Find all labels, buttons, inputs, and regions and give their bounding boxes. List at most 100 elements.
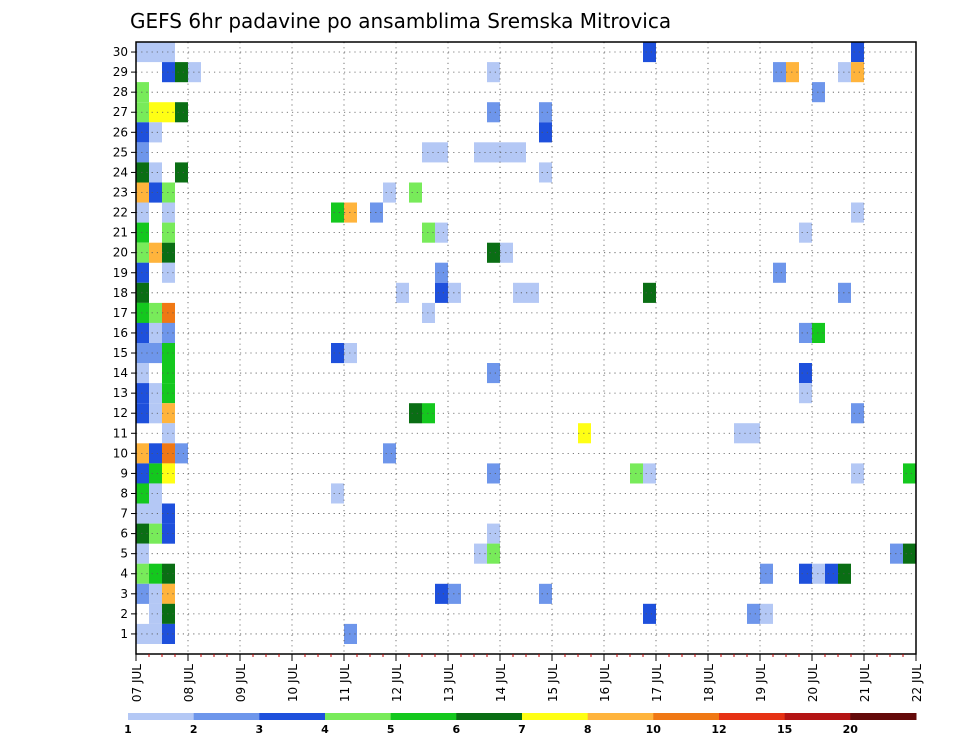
heatmap-cell [136,262,149,283]
heatmap-cell [539,122,552,143]
heatmap-cell [799,383,812,404]
x-tick-label: 20 JUL [806,664,820,702]
heatmap-cell [162,423,175,444]
heatmap-cell [799,563,812,584]
heatmap-cells [136,42,916,644]
x-tick-label: 17 JUL [650,664,664,702]
heatmap-cell [162,262,175,283]
y-tick-label: 30 [113,45,128,59]
heatmap-cell [162,222,175,243]
heatmap-cell [162,62,175,83]
heatmap-cell [526,282,539,303]
heatmap-cell [383,182,396,203]
heatmap-cell [175,62,188,83]
y-tick-label: 29 [113,65,128,79]
heatmap-cell [188,62,201,83]
heatmap-cell [162,182,175,203]
heatmap-cell [149,523,162,544]
heatmap-cell [487,523,500,544]
heatmap-cell [903,463,916,484]
heatmap-cell [162,322,175,343]
heatmap-cell [136,322,149,343]
heatmap-cell [838,62,851,83]
x-tick-label: 16 JUL [598,664,612,702]
heatmap-cell [162,403,175,424]
heatmap-cell [773,62,786,83]
y-tick-label: 3 [120,587,128,601]
heatmap-cell [331,343,344,364]
heatmap-cell [487,102,500,123]
heatmap-cell [136,42,149,63]
colorbar-swatch [325,713,392,720]
heatmap-cell [162,623,175,644]
heatmap-cell [435,222,448,243]
heatmap-cell [799,363,812,384]
heatmap-cell [734,423,747,444]
y-tick-label: 27 [113,105,128,119]
chart-title: GEFS 6hr padavine po ansamblima Sremska … [130,9,671,33]
heatmap-cell [149,102,162,123]
heatmap-cell [136,523,149,544]
heatmap-cell [149,302,162,323]
heatmap-cell [162,363,175,384]
y-tick-label: 7 [120,507,128,521]
colorbar-label: 7 [518,723,526,736]
heatmap-cell [747,423,760,444]
colorbar-swatch [456,713,523,720]
heatmap-cell [344,623,357,644]
heatmap-cell [838,563,851,584]
x-tick-label: 11 JUL [338,664,352,702]
heatmap-cell [344,343,357,364]
heatmap-cell [838,282,851,303]
x-tick-label: 08 JUL [182,664,196,702]
y-tick-label: 8 [120,486,128,500]
heatmap-cell [396,282,409,303]
y-tick-label: 20 [113,246,128,260]
colorbar-swatch [653,713,720,720]
heatmap-cell [162,242,175,263]
heatmap-cell [331,483,344,504]
heatmap-cell [435,282,448,303]
y-tick-label: 11 [113,426,128,440]
heatmap-cell [149,483,162,504]
heatmap-cell [175,443,188,464]
y-tick-label: 2 [120,607,128,621]
y-tick-label: 19 [113,266,128,280]
heatmap-cell [136,623,149,644]
heatmap-cell [903,543,916,564]
heatmap-cell [487,242,500,263]
heatmap-cell [448,583,461,604]
heatmap-cell [851,42,864,63]
heatmap-cell [851,202,864,223]
heatmap-cell [162,383,175,404]
y-tick-label: 1 [120,627,128,641]
heatmap-cell [578,423,591,444]
heatmap-cell [643,282,656,303]
y-tick-label: 16 [113,326,128,340]
heatmap-cell [149,122,162,143]
heatmap-cell [149,322,162,343]
colorbar-label: 8 [584,723,592,736]
heatmap-cell [149,623,162,644]
heatmap-cell [500,142,513,163]
heatmap-cell [474,142,487,163]
heatmap-cell [136,403,149,424]
x-tick-label: 15 JUL [546,664,560,702]
heatmap-cell [162,503,175,524]
y-tick-label: 24 [113,165,128,179]
heatmap-cell [773,262,786,283]
heatmap-cell [149,603,162,624]
y-tick-label: 10 [113,446,128,460]
x-tick-label: 19 JUL [754,664,768,702]
colorbar-swatch [128,713,195,720]
heatmap-cell [136,122,149,143]
heatmap-cell [162,202,175,223]
heatmap-cell [331,202,344,223]
plot-frame [135,41,917,655]
heatmap-cell [383,443,396,464]
heatmap-cell [149,42,162,63]
heatmap-cell [136,102,149,123]
heatmap-cell [344,202,357,223]
y-tick-label: 15 [113,346,128,360]
x-tick-label: 22 JUL [910,664,924,702]
